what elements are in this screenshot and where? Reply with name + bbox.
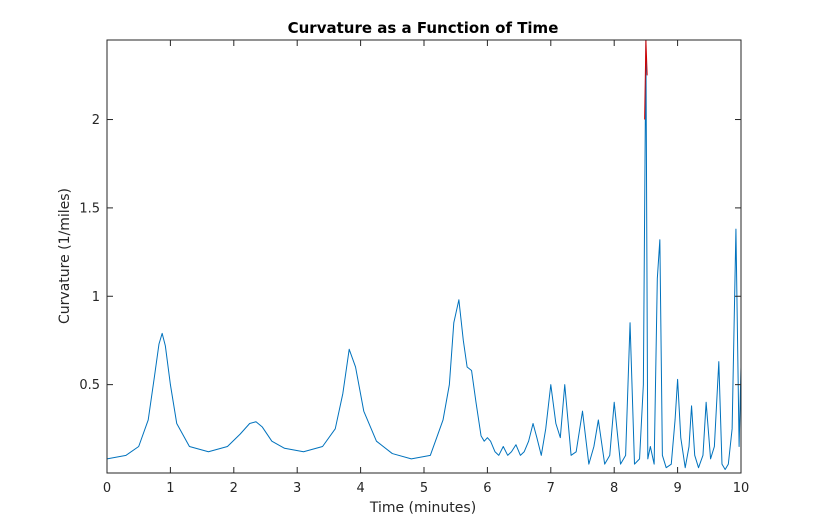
series-line-2 <box>644 40 648 120</box>
x-tick-label: 4 <box>356 481 364 496</box>
series-group <box>107 40 741 470</box>
plot-background <box>107 40 741 473</box>
x-tick-label: 0 <box>103 481 111 496</box>
x-tick-label: 5 <box>420 481 428 496</box>
x-tick-label: 7 <box>547 481 555 496</box>
y-tick-label: 1 <box>92 290 100 305</box>
plot-area: 0 1 2 3 4 5 6 7 8 9 10 0.5 1 1.5 2 <box>79 39 750 496</box>
y-tick-label: 2 <box>92 113 100 128</box>
y-tick-label: 1.5 <box>79 201 100 216</box>
x-tick-label: 10 <box>733 481 750 496</box>
x-axis-label: Time (minutes) <box>369 500 476 516</box>
y-tick-label: 0.5 <box>79 378 100 393</box>
x-tick-label: 3 <box>293 481 301 496</box>
series-line-1 <box>107 40 741 470</box>
x-tick-label: 6 <box>483 481 491 496</box>
y-axis-label: Curvature (1/miles) <box>57 188 73 324</box>
x-tick-label: 2 <box>230 481 238 496</box>
chart-title: Curvature as a Function of Time <box>288 19 559 37</box>
x-tick-label: 1 <box>166 481 174 496</box>
x-tick-label: 8 <box>610 481 618 496</box>
x-tick-label: 9 <box>673 481 681 496</box>
